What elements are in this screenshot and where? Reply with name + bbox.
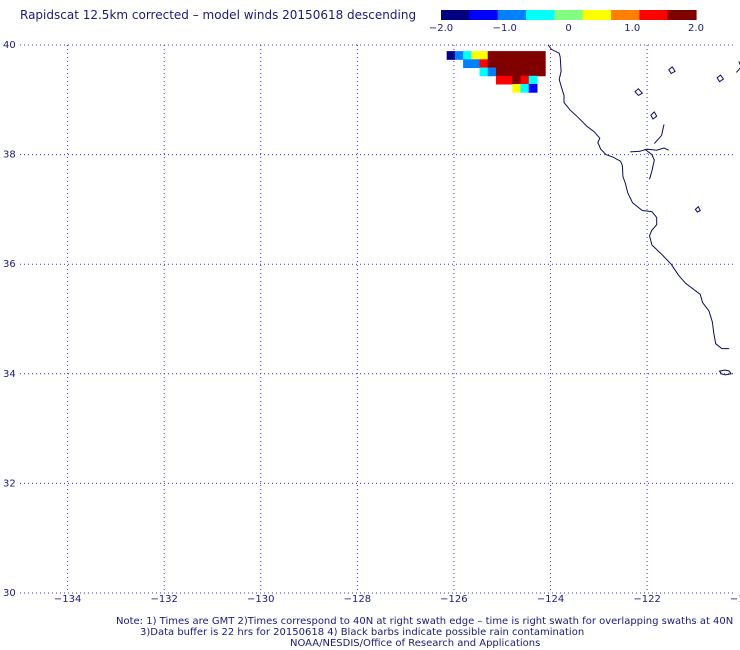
colorbar-tick-label: 1.0 <box>624 23 640 34</box>
inland-water-outline <box>736 61 740 73</box>
wind-diff-cell <box>471 51 481 60</box>
wind-diff-cell <box>479 59 489 69</box>
colorbar-segment <box>667 10 697 20</box>
wind-diff-cell <box>495 75 505 85</box>
island-outline <box>694 205 701 213</box>
latitude-label: 34 <box>3 369 16 380</box>
wind-diff-cell <box>504 59 513 69</box>
wind-diff-cell <box>536 59 546 69</box>
wind-diff-cell <box>446 51 456 60</box>
colorbar-tick-label: −2.0 <box>429 23 453 34</box>
latitude-label: 38 <box>3 150 16 161</box>
longitude-label: −130 <box>247 594 274 605</box>
wind-diff-cell <box>528 67 538 77</box>
wind-diff-cell <box>504 67 513 77</box>
longitude-label: −124 <box>537 594 564 605</box>
wind-diff-cell <box>512 59 522 69</box>
wind-diff-cell <box>520 67 530 77</box>
wind-diff-cell <box>454 51 464 60</box>
colorbar-tick-label: 2.0 <box>688 23 704 34</box>
wind-diff-cell <box>495 59 505 69</box>
island-outline <box>718 369 732 376</box>
wind-diff-cell <box>528 51 538 60</box>
wind-diff-cell <box>528 83 538 93</box>
wind-diff-cell <box>463 51 472 60</box>
coastline <box>547 44 730 350</box>
island-outline <box>668 66 676 75</box>
wind-diff-cell <box>471 59 481 69</box>
latitude-label: 36 <box>3 259 16 270</box>
longitude-label: −134 <box>54 594 81 605</box>
wind-diff-cell <box>512 83 522 93</box>
wind-diff-cell <box>528 75 538 85</box>
wind-diff-cell <box>536 67 546 77</box>
chart-title: Rapidscat 12.5km corrected – model winds… <box>20 8 417 22</box>
longitude-label: −122 <box>633 594 660 605</box>
wind-diff-cell <box>520 51 530 60</box>
colorbar-tick-label: −1.0 <box>493 23 517 34</box>
island-outline <box>716 74 725 83</box>
longitude-label: −128 <box>344 594 371 605</box>
inland-water-outline <box>644 148 655 180</box>
wind-diff-cell <box>487 67 497 77</box>
wind-diff-cell <box>504 75 513 85</box>
longitude-label: −120 <box>730 594 740 605</box>
inland-water-outline <box>653 124 665 144</box>
colorbar-segment <box>639 10 669 20</box>
wind-diff-cell <box>487 59 497 69</box>
colorbar-segment <box>526 10 555 20</box>
wind-diff-cell <box>512 51 522 60</box>
wind-diff-cell <box>495 67 505 77</box>
wind-diff-cell <box>520 75 530 85</box>
wind-diff-cell <box>512 75 522 85</box>
longitude-label: −126 <box>440 594 467 605</box>
island-outline <box>650 111 658 120</box>
wind-diff-cell <box>479 51 489 60</box>
latitude-label: 32 <box>3 478 16 489</box>
island-outline <box>634 88 644 97</box>
wind-diff-cell <box>512 67 522 77</box>
latitude-label: 30 <box>3 588 16 599</box>
colorbar-tick-label: 0 <box>565 23 571 34</box>
latitude-label: 40 <box>3 40 16 51</box>
wind-diff-cell <box>536 51 546 60</box>
wind-diff-cell <box>495 51 505 60</box>
wind-diff-cell <box>487 51 497 60</box>
colorbar-segment <box>469 10 499 20</box>
colorbar-legend: −2.0 −1.0 0 1.0 2.0 <box>429 10 704 34</box>
colorbar-segment <box>582 10 612 20</box>
wind-diff-cell <box>463 59 472 69</box>
colorbar-segment <box>497 10 527 20</box>
wind-diff-cell <box>504 51 513 60</box>
footnote-times: Note: 1) Times are GMT 2)Times correspon… <box>116 616 734 627</box>
wind-diff-cell <box>528 59 538 69</box>
footnote-credit: NOAA/NESDIS/Office of Research and Appli… <box>290 638 541 649</box>
wind-diff-cell <box>479 67 489 77</box>
longitude-label: −132 <box>150 594 177 605</box>
inland-water-outline <box>630 147 670 153</box>
colorbar-segment <box>611 10 640 20</box>
wind-diff-cell <box>520 59 530 69</box>
colorbar-segment <box>554 10 584 20</box>
wind-diff-cell <box>520 83 530 93</box>
colorbar-segment <box>441 10 470 20</box>
footnote-buffer: 3)Data buffer is 22 hrs for 20150618 4) … <box>140 627 585 638</box>
